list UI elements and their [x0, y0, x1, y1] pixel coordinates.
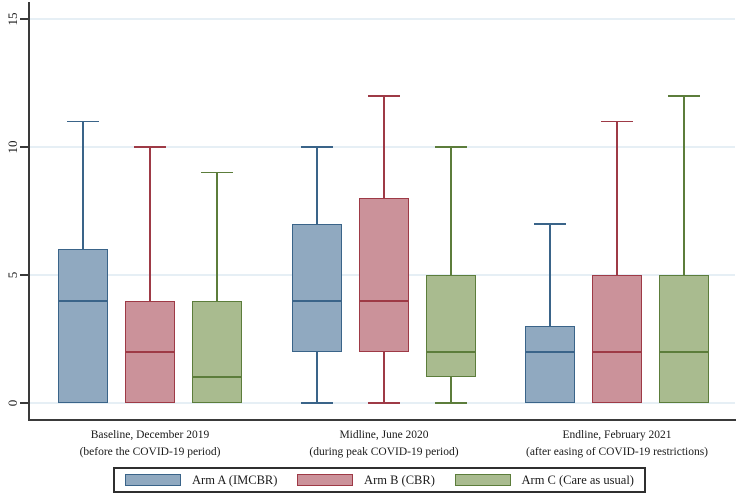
- whisker-cap: [201, 171, 233, 174]
- y-axis-tick-label: 0: [5, 399, 20, 407]
- median-line: [359, 299, 409, 302]
- gridline: [30, 18, 735, 20]
- median-line: [192, 376, 242, 379]
- legend-swatch-arm-b: [297, 474, 354, 486]
- group-label-line1: Midline, June 2020: [339, 429, 429, 441]
- whisker-line: [316, 351, 318, 403]
- whisker-line: [82, 121, 84, 250]
- y-axis-tick-label: 15: [5, 12, 20, 26]
- whisker-line: [450, 147, 452, 275]
- y-axis-tick: [20, 402, 28, 404]
- whisker-cap: [534, 222, 566, 225]
- legend-swatch-arm-c: [454, 474, 511, 486]
- legend-item-arm-c: Arm C (Care as usual): [454, 472, 634, 488]
- y-axis-tick-label: 10: [5, 140, 20, 154]
- whisker-cap: [67, 120, 99, 123]
- whisker-line: [149, 147, 151, 301]
- whisker-line: [216, 172, 218, 301]
- box: [426, 275, 476, 378]
- legend: Arm A (IMCBR) Arm B (CBR) Arm C (Care as…: [113, 467, 646, 493]
- legend-label-arm-a: Arm A (IMCBR): [192, 472, 278, 487]
- whisker-line: [383, 351, 385, 403]
- y-axis-line: [28, 2, 30, 421]
- box: [359, 198, 409, 352]
- whisker-line: [383, 95, 385, 199]
- x-axis-group-label-endline: Endline, February 2021 (after easing of …: [447, 427, 740, 462]
- x-axis-line: [28, 419, 736, 421]
- group-label-line2: (after easing of COVID-19 restrictions): [525, 446, 709, 459]
- x-axis-group-label-baseline: Baseline, December 2019 (before the COVI…: [0, 427, 320, 462]
- median-line: [58, 299, 108, 302]
- x-axis-group-label-midline: Midline, June 2020 (during peak COVID-19…: [214, 427, 554, 462]
- median-line: [125, 350, 175, 353]
- median-line: [592, 350, 642, 353]
- box: [525, 326, 575, 403]
- y-axis-tick: [20, 274, 28, 276]
- median-line: [659, 350, 709, 353]
- box: [192, 300, 242, 403]
- y-axis-tick: [20, 18, 28, 20]
- box: [58, 249, 108, 403]
- whisker-cap: [668, 94, 700, 97]
- group-label-line2: (during peak COVID-19 period): [309, 446, 459, 459]
- whisker-line: [549, 223, 551, 327]
- whisker-cap: [301, 146, 333, 148]
- box: [292, 223, 342, 352]
- legend-label-arm-b: Arm B (CBR): [364, 472, 435, 487]
- median-line: [292, 299, 342, 302]
- whisker-cap: [368, 402, 400, 404]
- whisker-cap: [601, 120, 633, 123]
- legend-swatch-arm-a: [125, 474, 181, 486]
- y-axis-tick-label: 5: [5, 271, 20, 279]
- whisker-line: [316, 147, 318, 224]
- whisker-cap: [435, 146, 467, 148]
- legend-label-arm-c: Arm C (Care as usual): [521, 472, 634, 487]
- whisker-line: [616, 121, 618, 275]
- whisker-line: [683, 95, 685, 275]
- group-label-line1: Baseline, December 2019: [90, 429, 210, 441]
- group-label-line1: Endline, February 2021: [562, 429, 672, 441]
- median-line: [525, 350, 575, 353]
- whisker-line: [450, 377, 452, 403]
- box: [659, 275, 709, 403]
- legend-item-arm-b: Arm B (CBR): [297, 473, 435, 488]
- legend-item-arm-a: Arm A (IMCBR): [125, 473, 277, 488]
- y-axis-tick: [20, 146, 28, 148]
- group-label-line2: (before the COVID-19 period): [79, 446, 221, 459]
- median-line: [426, 350, 476, 353]
- whisker-cap: [134, 146, 166, 148]
- whisker-cap: [301, 402, 333, 404]
- whisker-cap: [435, 402, 467, 404]
- gridline: [30, 146, 735, 148]
- whisker-cap: [368, 94, 400, 97]
- box: [592, 275, 642, 403]
